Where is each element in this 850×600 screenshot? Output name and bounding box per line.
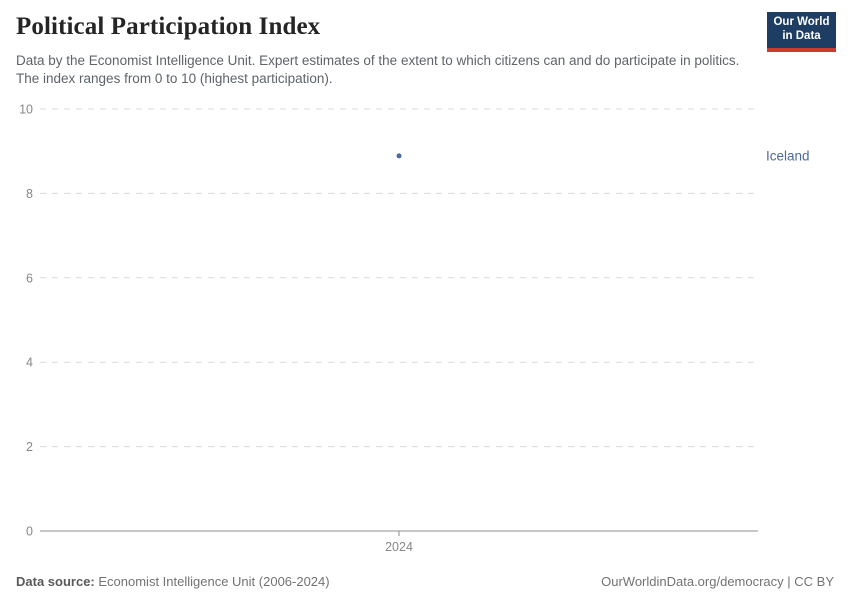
y-tick-label-10: 10	[19, 103, 33, 117]
chart-title: Political Participation Index	[16, 13, 321, 40]
y-tick-label-2: 2	[26, 440, 33, 454]
owid-logo: Our World in Data	[767, 12, 836, 52]
y-tick-label-0: 0	[26, 525, 33, 539]
data-source-text: Economist Intelligence Unit (2006-2024)	[94, 574, 330, 589]
x-tick-label: 2024	[385, 540, 413, 554]
data-source-label: Data source:	[16, 574, 95, 589]
chart-footer: Data source: Economist Intelligence Unit…	[16, 574, 834, 589]
owid-logo-line2: in Data	[782, 30, 821, 42]
data-point-iceland[interactable]	[396, 153, 402, 159]
y-tick-label-4: 4	[26, 356, 33, 370]
owid-logo-line1: Our World	[773, 16, 830, 29]
chart-plot-area: 0 2 4 6 8 10 2024 Iceland	[19, 103, 810, 555]
chart-subtitle: Data by the Economist Intelligence Unit.…	[16, 53, 740, 86]
license-link[interactable]: OurWorldinData.org/democracy | CC BY	[601, 574, 834, 589]
entity-label-iceland[interactable]: Iceland	[766, 148, 810, 163]
y-tick-label-8: 8	[26, 187, 33, 201]
y-tick-label-6: 6	[26, 271, 33, 285]
data-source-note: Data source: Economist Intelligence Unit…	[16, 574, 330, 589]
